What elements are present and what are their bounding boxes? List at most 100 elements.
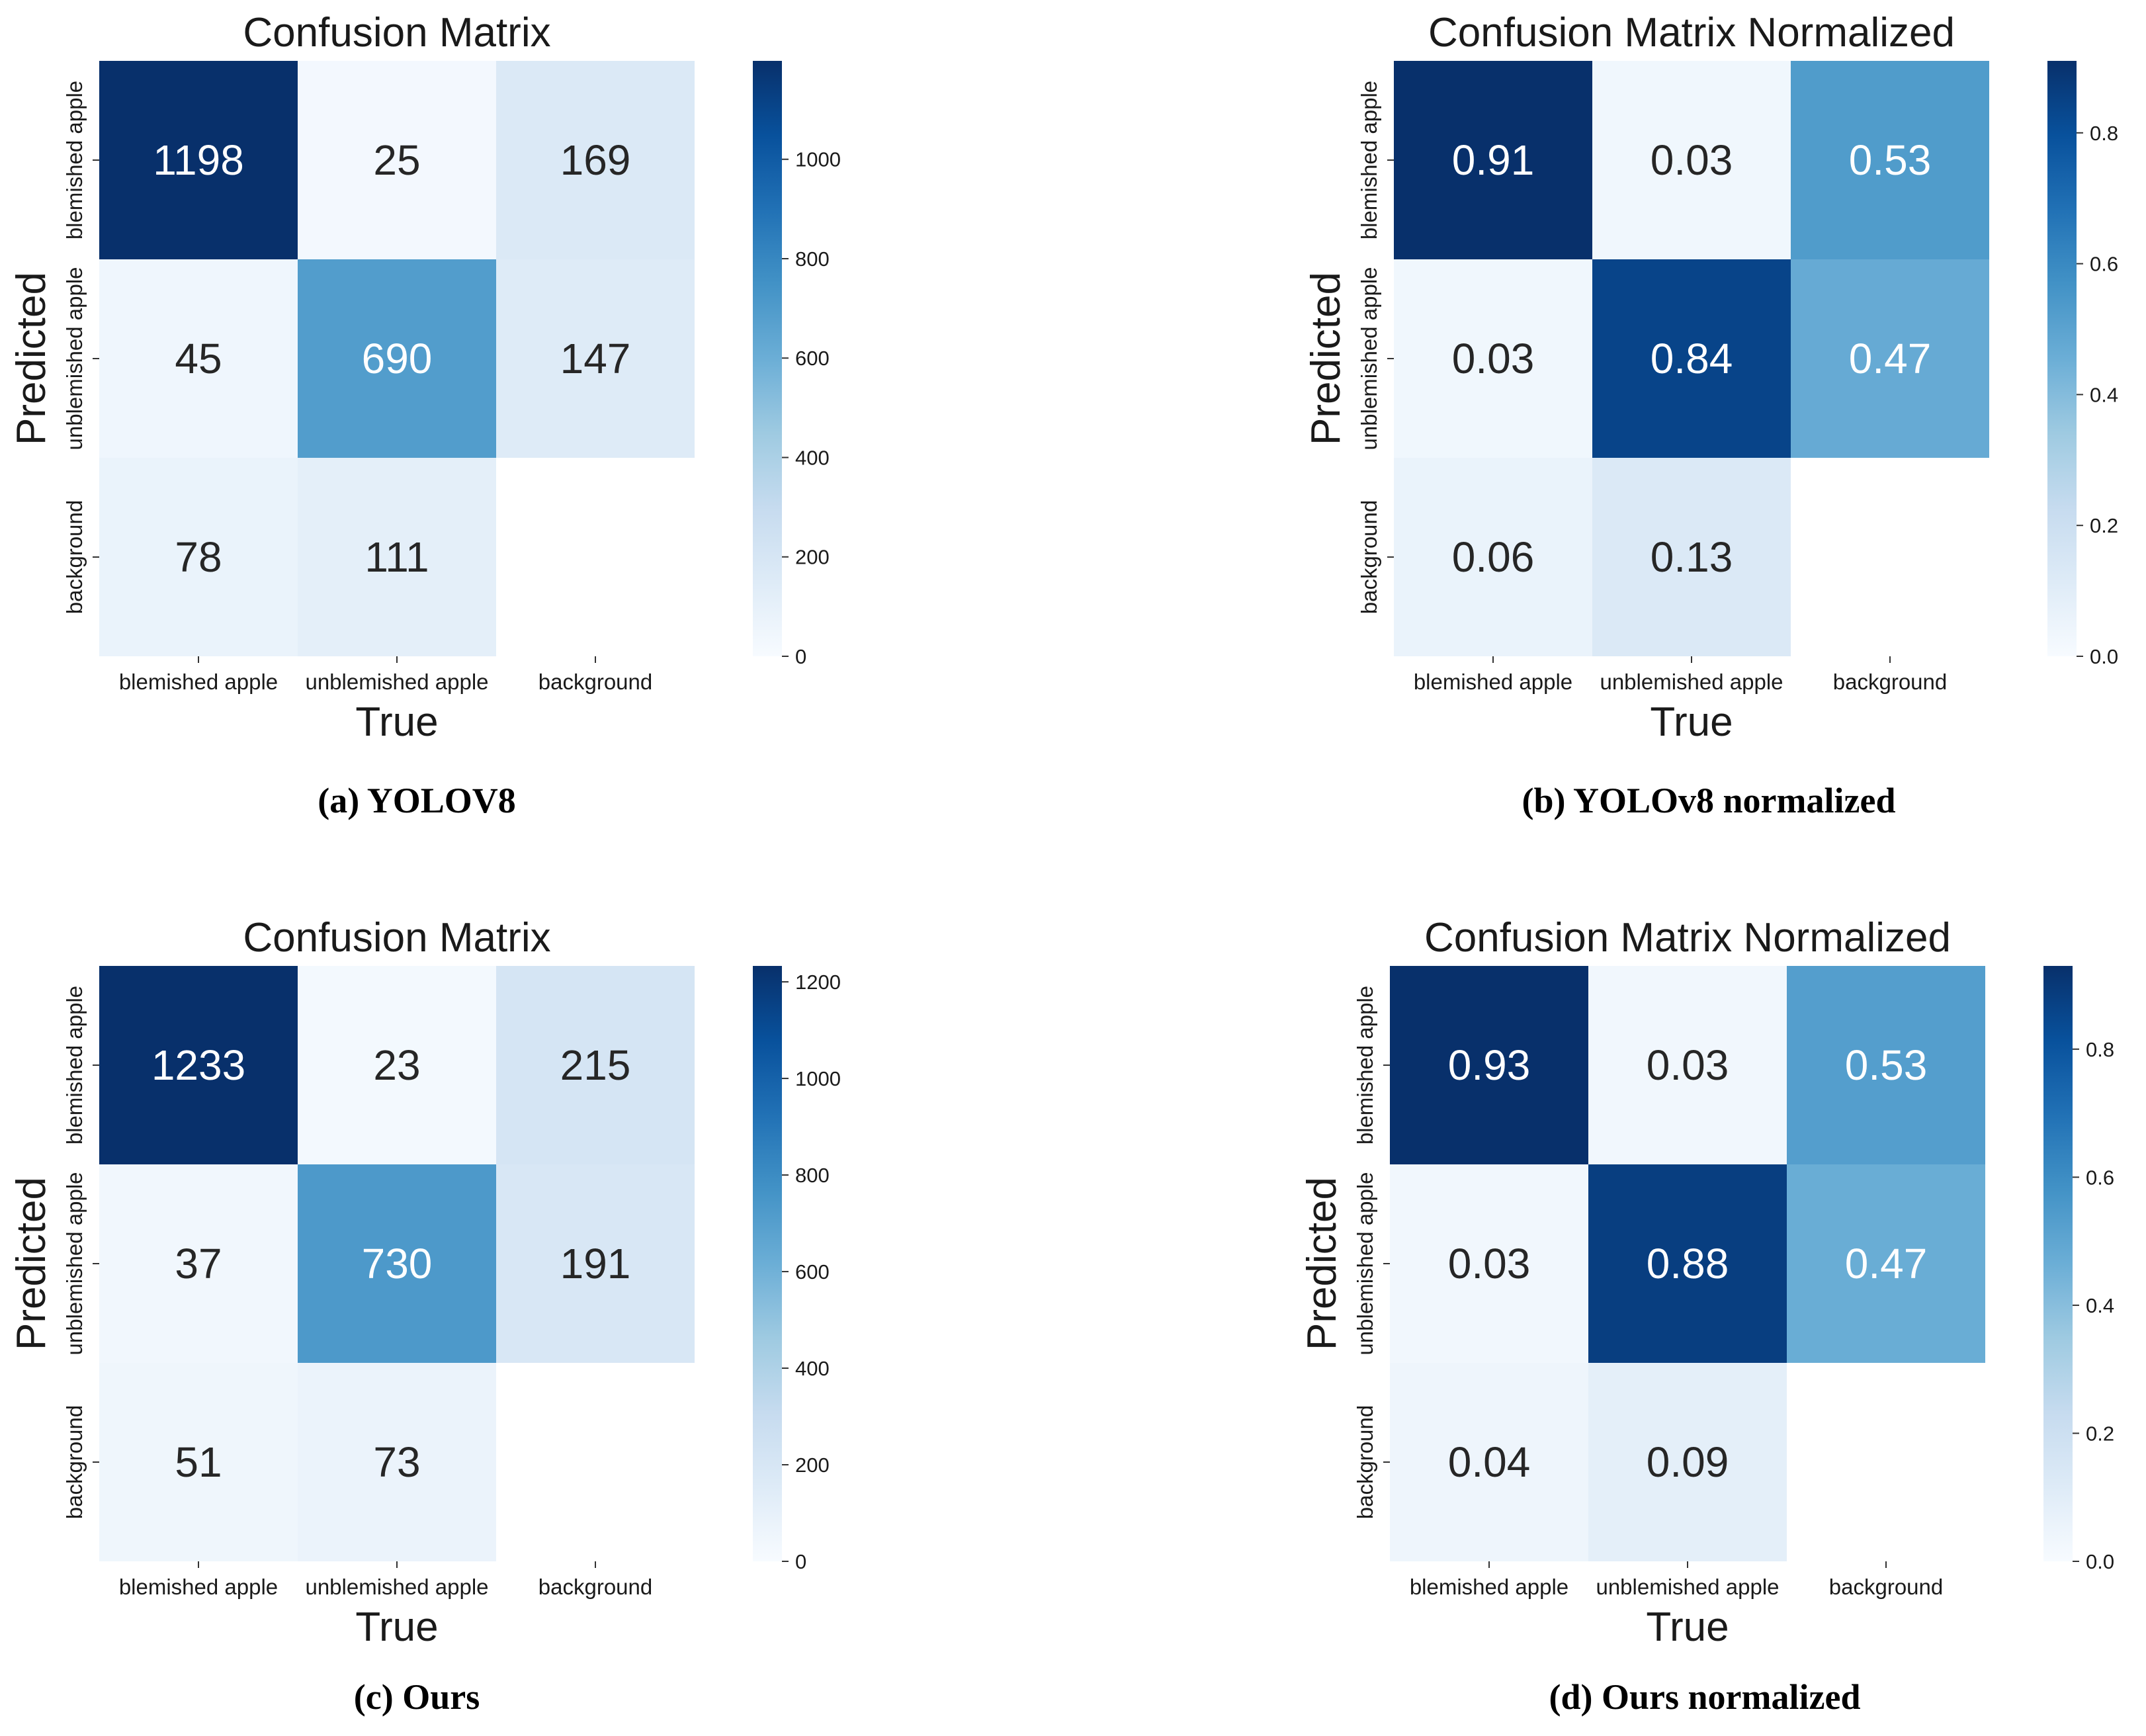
cell-value-label: 1233	[151, 1041, 245, 1089]
cell-value-label: 169	[560, 136, 631, 184]
colorbar-tick-label: 1000	[795, 148, 841, 171]
y-tick-label: blemished apple	[1357, 81, 1381, 239]
cell-value-label: 0.13	[1651, 533, 1733, 581]
colorbar	[753, 966, 782, 1561]
chart-title: Confusion Matrix	[243, 915, 550, 961]
cell-value-label: 0.93	[1448, 1041, 1531, 1089]
cell-value-label: 73	[373, 1438, 420, 1486]
chart-title: Confusion Matrix Normalized	[1428, 10, 1955, 56]
colorbar-tick-label: 200	[795, 546, 830, 569]
y-tick-label: unblemished apple	[62, 1172, 87, 1355]
cell-value-label: 0.84	[1651, 335, 1733, 382]
cell-value-label: 0.53	[1849, 136, 1932, 184]
cell-value-label: 111	[365, 533, 429, 581]
colorbar-tick-label: 200	[795, 1454, 830, 1477]
cell-value-label: 730	[362, 1240, 433, 1287]
y-tick-label: background	[62, 1405, 87, 1519]
cell-value-label: 215	[560, 1041, 631, 1089]
cell-value-label: 191	[560, 1240, 631, 1287]
chart-title: Confusion Matrix Normalized	[1424, 915, 1951, 961]
x-tick-label: blemished apple	[119, 1575, 278, 1599]
colorbar	[2047, 61, 2077, 656]
confusion-matrix-panel-3: Confusion Matrix 1233 23 215 37 730 191 51 73 ble…	[9, 915, 841, 1717]
colorbar-tick-label: 0.2	[2090, 514, 2118, 537]
colorbar	[2043, 966, 2073, 1561]
colorbar-tick-label: 0	[795, 645, 806, 668]
cell-value-label: 0.47	[1849, 335, 1932, 382]
colorbar-tick-label: 1000	[795, 1067, 841, 1090]
cell-value-label: 0.03	[1452, 335, 1535, 382]
colorbar-tick-label: 800	[795, 1164, 830, 1187]
x-tick-label: unblemished apple	[1596, 1575, 1779, 1599]
x-tick-label: background	[538, 1575, 652, 1599]
colorbar-tick-label: 0.8	[2086, 1038, 2114, 1061]
cell-value-label: 1198	[153, 136, 244, 184]
confusion-matrix-panel-1: Confusion Matrix 1198 25 169 45 690 147 78 111 bl…	[9, 10, 841, 820]
colorbar-tick-label: 800	[795, 247, 830, 271]
colorbar-tick-label: 400	[795, 1357, 830, 1380]
y-axis-label: Predicted	[1303, 272, 1349, 445]
x-tick-label: blemished apple	[1414, 670, 1572, 694]
y-tick-label: background	[1353, 1405, 1377, 1519]
y-tick-label: blemished apple	[62, 81, 87, 239]
cell-value-label: 78	[175, 533, 222, 581]
colorbar-tick-label: 0.0	[2090, 645, 2118, 668]
cell-value-label: 0.09	[1647, 1438, 1729, 1486]
cell-value-label: 0.03	[1448, 1240, 1531, 1287]
chart-title: Confusion Matrix	[243, 10, 550, 56]
y-tick-label: background	[1357, 500, 1381, 614]
cell-value-label: 45	[175, 335, 222, 382]
colorbar-tick-label: 0.6	[2090, 253, 2118, 276]
cell-value-label: 23	[373, 1041, 420, 1089]
panel-caption: (d) Ours normalized	[1549, 1677, 1861, 1717]
colorbar-tick-label: 0.2	[2086, 1422, 2114, 1445]
x-tick-label: unblemished apple	[305, 1575, 488, 1599]
colorbar-tick-label: 400	[795, 446, 830, 469]
x-tick-label: blemished apple	[119, 670, 278, 694]
y-tick-label: blemished apple	[1353, 986, 1377, 1145]
cell-value-label: 37	[175, 1240, 222, 1287]
panel-caption: (b) YOLOv8 normalized	[1522, 781, 1896, 820]
panel-caption: (a) YOLOV8	[318, 781, 515, 820]
x-axis-label: True	[1650, 699, 1733, 745]
x-axis-label: True	[355, 699, 438, 745]
y-tick-label: background	[62, 500, 87, 614]
x-tick-label: blemished apple	[1410, 1575, 1568, 1599]
confusion-matrix-panel-2: Confusion Matrix Normalized 0.91 0.03 0.53 0…	[1303, 10, 2118, 820]
cell-value-label: 51	[175, 1438, 222, 1486]
cell-value-label: 0.04	[1448, 1438, 1531, 1486]
y-tick-label: unblemished apple	[1353, 1172, 1377, 1355]
y-tick-label: unblemished apple	[1357, 267, 1381, 450]
x-tick-label: background	[538, 670, 652, 694]
panel-caption: (c) Ours	[354, 1677, 480, 1717]
y-tick-label: unblemished apple	[62, 267, 87, 450]
cell-value-label: 690	[362, 335, 433, 382]
x-tick-label: background	[1829, 1575, 1943, 1599]
colorbar-tick-label: 0.4	[2090, 383, 2118, 406]
confusion-matrix-panel-4: Confusion Matrix Normalized 0.93 0.03 0.53 0…	[1299, 915, 2114, 1717]
y-axis-label: Predicted	[1299, 1177, 1345, 1350]
colorbar-tick-label: 0.8	[2090, 122, 2118, 145]
y-tick-label: blemished apple	[62, 986, 87, 1145]
cell-value-label: 0.53	[1845, 1041, 1928, 1089]
figure: Confusion Matrix 1198 25 169 45 690 147 78 111 bl…	[0, 0, 2146, 1733]
cell-value-label: 25	[373, 136, 420, 184]
colorbar-tick-label: 600	[795, 347, 830, 370]
cell-value-label: 0.47	[1845, 1240, 1928, 1287]
colorbar-tick-label: 0.4	[2086, 1294, 2114, 1317]
cell-value-label: 0.03	[1647, 1041, 1729, 1089]
x-axis-label: True	[355, 1604, 438, 1650]
cell-value-label: 147	[560, 335, 631, 382]
x-tick-label: background	[1833, 670, 1947, 694]
colorbar-tick-label: 0.0	[2086, 1550, 2114, 1573]
cell-value-label: 0.91	[1452, 136, 1535, 184]
colorbar	[753, 61, 782, 656]
cell-value-label: 0.06	[1452, 533, 1535, 581]
x-tick-label: unblemished apple	[305, 670, 488, 694]
colorbar-tick-label: 0.6	[2086, 1166, 2114, 1189]
colorbar-tick-label: 0	[795, 1550, 806, 1573]
x-tick-label: unblemished apple	[1600, 670, 1783, 694]
colorbar-tick-label: 600	[795, 1260, 830, 1283]
y-axis-label: Predicted	[9, 1177, 54, 1350]
y-axis-label: Predicted	[9, 272, 54, 445]
